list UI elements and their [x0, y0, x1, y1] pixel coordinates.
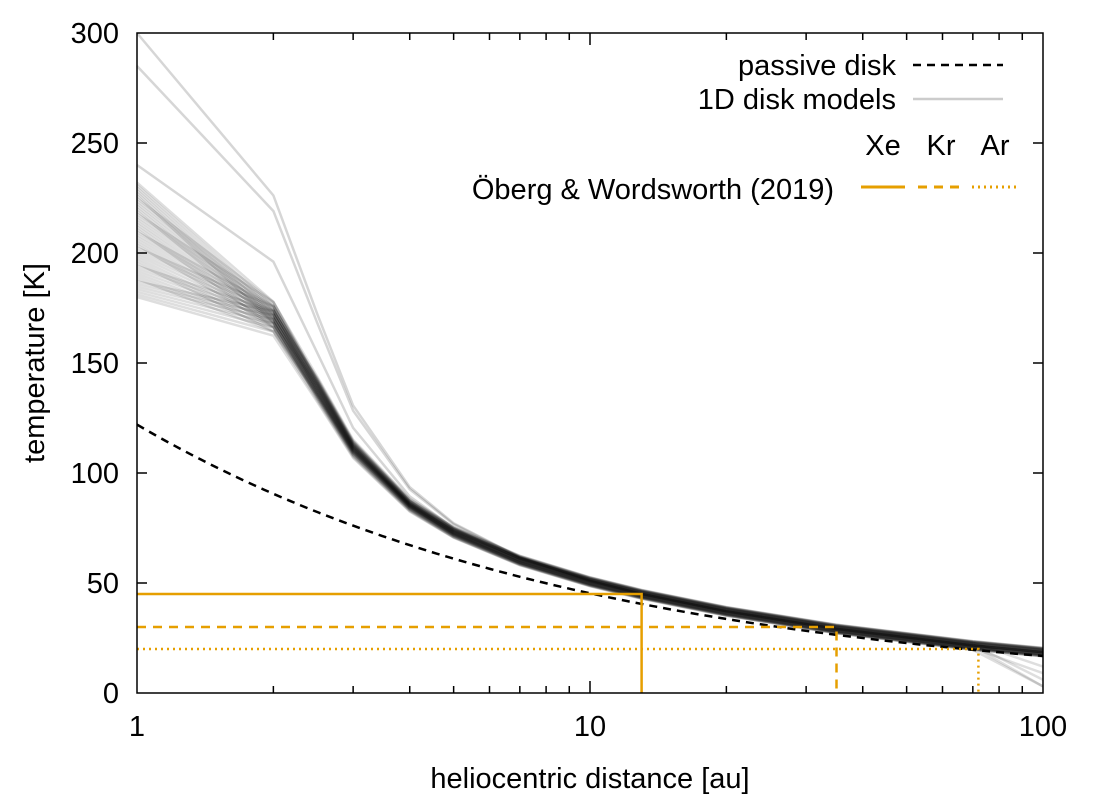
disk-model-line: [136, 269, 1044, 650]
axis-ticks: [137, 33, 1043, 693]
legend: passive disk 1D disk models Xe Kr Ar Öbe…: [472, 50, 1016, 206]
disk-model-line: [136, 264, 1044, 654]
disk-model-line: [136, 275, 1044, 656]
x-tick-labels: 1 10 100: [129, 711, 1067, 743]
disk-model-line: [136, 280, 1044, 652]
x-tick-label: 10: [574, 711, 606, 743]
y-tick-label: 0: [103, 678, 119, 710]
disk-model-line: [136, 217, 1044, 652]
passive-disk-line: [136, 423, 1044, 658]
oberg-ar-line: [137, 647, 980, 693]
y-tick-label: 250: [71, 128, 119, 160]
disk-model-line: [136, 186, 1044, 657]
y-axis-title: temperature [K]: [19, 263, 51, 463]
legend-oberg-label: Öberg & Wordsworth (2019): [472, 174, 834, 206]
disk-model-line: [136, 285, 1044, 657]
disk-model-line: [136, 277, 1044, 658]
disk-model-line: [136, 230, 1044, 656]
y-tick-label: 100: [71, 458, 119, 490]
disk-model-line: [136, 225, 1044, 668]
y-tick-label: 200: [71, 238, 119, 270]
disk-model-line: [136, 238, 1044, 655]
disk-model-line: [136, 184, 1044, 655]
disk-model-line: [136, 32, 1044, 654]
disk-model-line: [136, 215, 1044, 650]
disk-model-line: [136, 272, 1044, 681]
legend-passive-label: passive disk: [738, 50, 896, 82]
x-tick-label: 100: [1019, 711, 1067, 743]
disk-model-line: [136, 267, 1044, 657]
disk-model-line: [136, 233, 1044, 650]
y-tick-label: 50: [87, 568, 119, 600]
disk-model-line: [136, 163, 1044, 654]
disk-model-line: [136, 249, 1044, 675]
disk-model-line: [136, 194, 1044, 656]
disk-model-line: [136, 282, 1044, 654]
oberg-kr-line: [137, 625, 838, 693]
y-tick-labels: 0 50 100 150 200 250 300: [71, 18, 119, 710]
disk-model-line: [136, 228, 1044, 654]
x-tick-label: 1: [129, 711, 145, 743]
disk-model-line: [136, 262, 1044, 652]
disk-model-line: [136, 207, 1044, 651]
disk-model-line: [136, 287, 1044, 651]
disk-model-line: [136, 189, 1044, 651]
legend-xe-header: Xe: [865, 130, 900, 162]
disk-models-series: [136, 32, 1044, 688]
disk-model-line: [136, 192, 1044, 653]
disk-model-line: [136, 251, 1044, 650]
disk-model-line: [136, 256, 1044, 655]
disk-model-line: [136, 202, 1044, 688]
oberg-wordsworth-series: [137, 592, 980, 693]
disk-model-line: [136, 197, 1044, 650]
disk-model-line: [136, 259, 1044, 658]
passive-disk-series: [136, 423, 1044, 658]
disk-model-line: [136, 210, 1044, 654]
disk-model-line: [136, 293, 1044, 656]
disk-model-line: [136, 205, 1044, 657]
y-tick-label: 300: [71, 18, 119, 50]
disk-model-line: [136, 220, 1044, 655]
disk-model-line: [136, 254, 1044, 653]
disk-model-line: [136, 295, 1044, 688]
disk-model-line: [136, 290, 1044, 653]
disk-model-line: [136, 246, 1044, 654]
legend-models-label: 1D disk models: [698, 84, 896, 116]
legend-kr-header: Kr: [927, 130, 956, 162]
disk-model-line: [136, 236, 1044, 653]
disk-model-line: [136, 199, 1044, 652]
disk-model-line: [136, 241, 1044, 658]
disk-model-line: [136, 65, 1044, 654]
disk-model-line: [136, 212, 1044, 656]
disk-model-line: [136, 181, 1044, 652]
oberg-xe-line: [137, 592, 643, 693]
disk-model-line: [136, 223, 1044, 658]
legend-ar-header: Ar: [981, 130, 1010, 162]
x-axis-title: heliocentric distance [au]: [430, 763, 749, 795]
disk-model-line: [136, 243, 1044, 651]
y-tick-label: 150: [71, 348, 119, 380]
